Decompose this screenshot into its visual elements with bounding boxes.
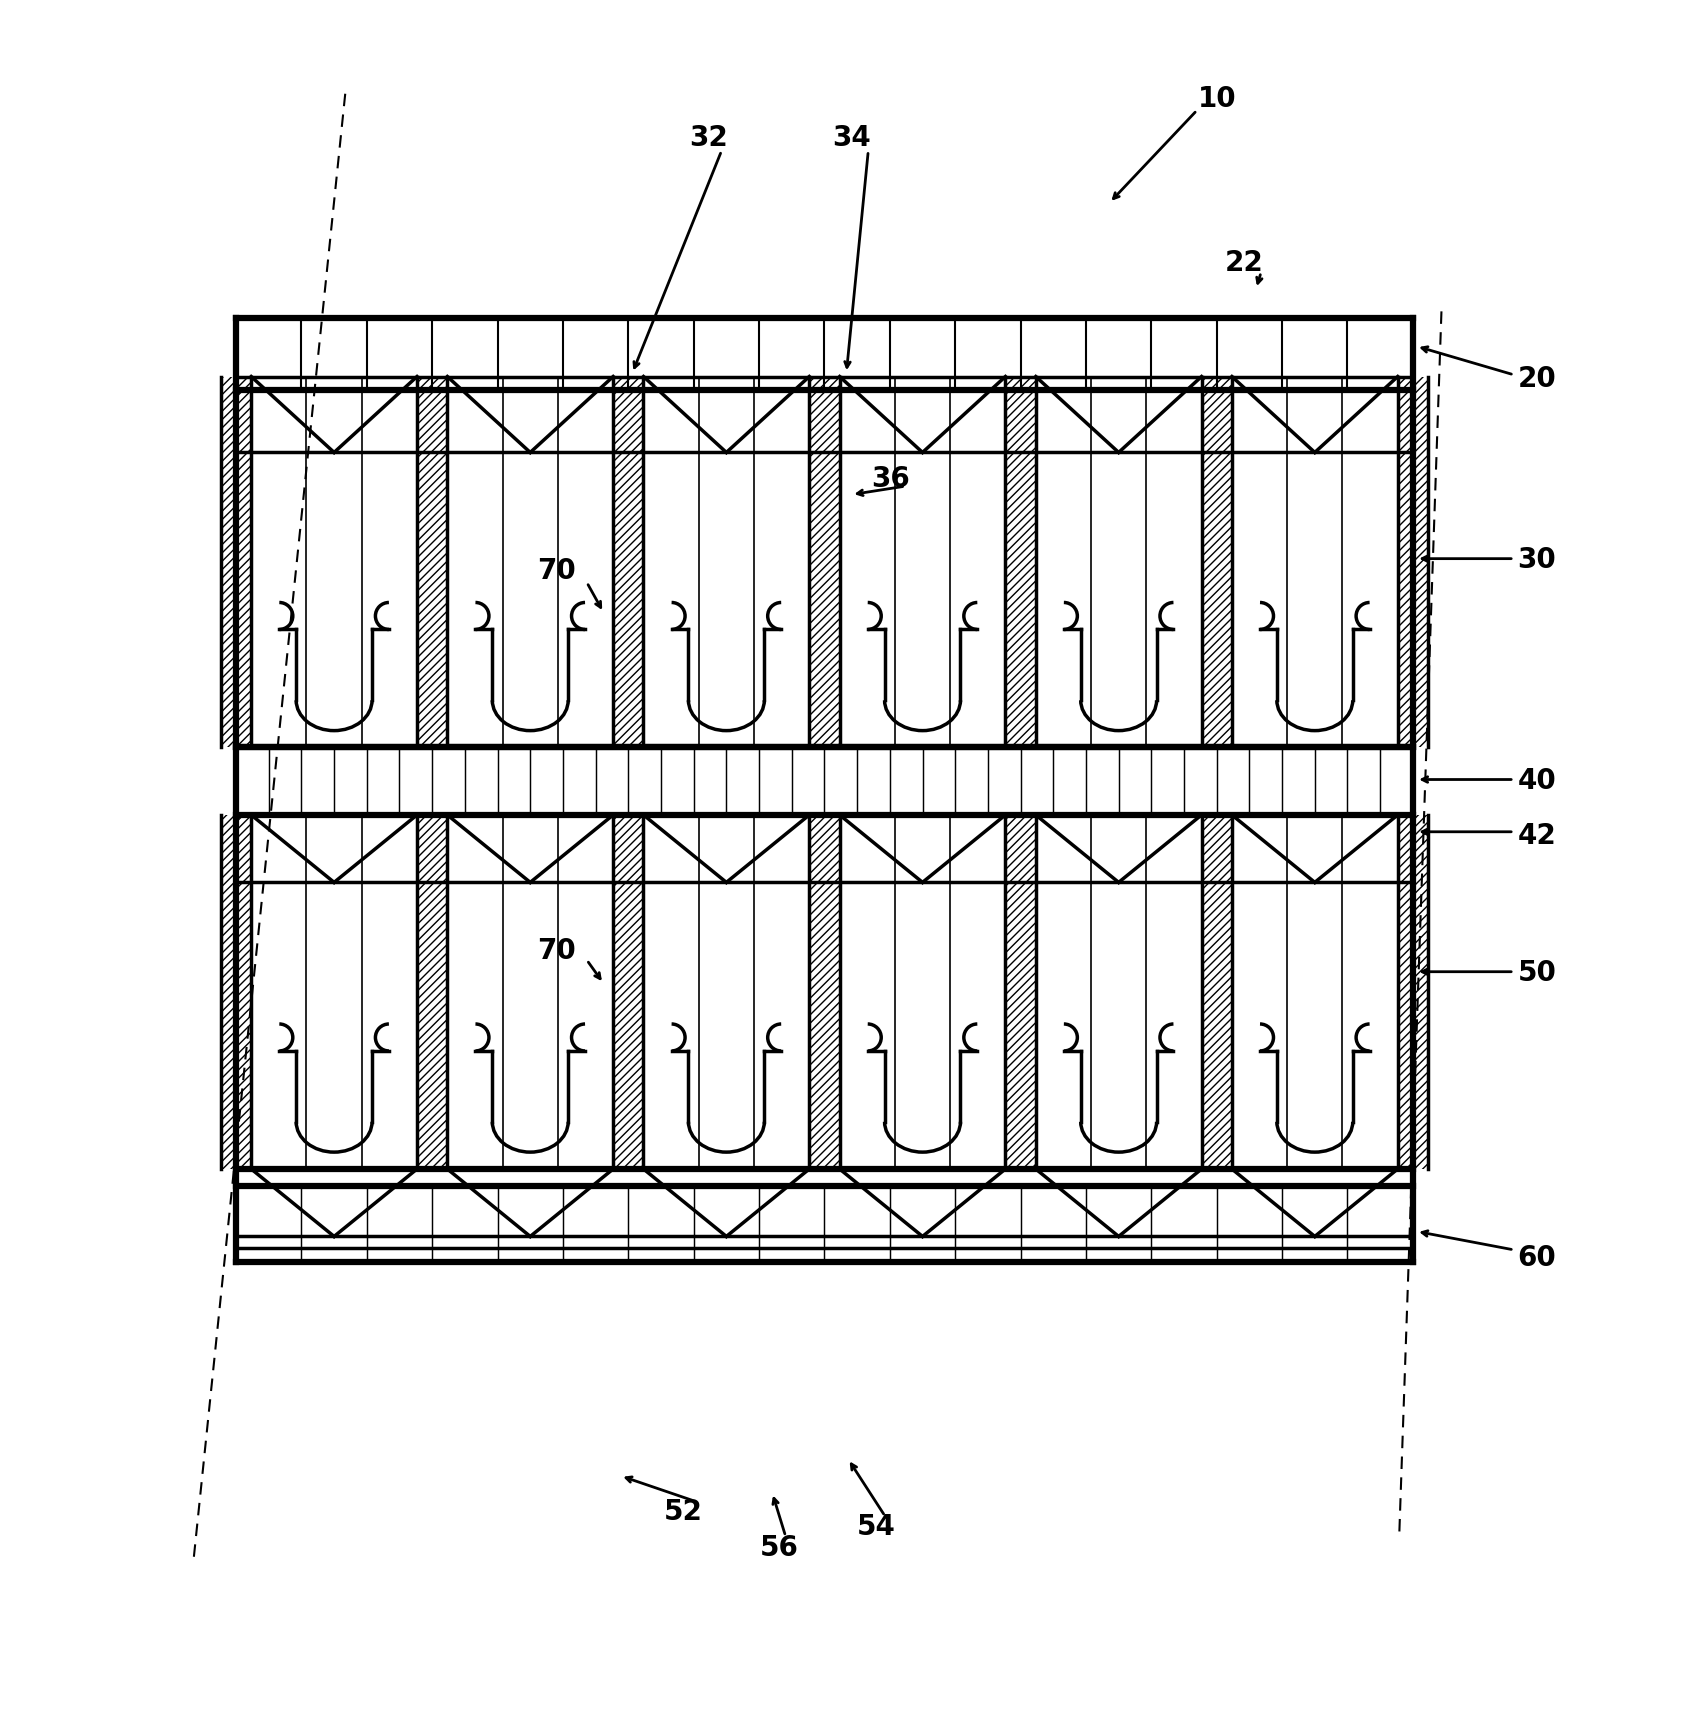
- Bar: [809, 816, 840, 1169]
- Bar: [1202, 816, 1232, 1169]
- Bar: [1005, 816, 1035, 1169]
- Text: 50: 50: [1517, 958, 1556, 986]
- Text: 10: 10: [1199, 85, 1236, 113]
- Text: 30: 30: [1517, 546, 1556, 573]
- Bar: [416, 816, 447, 1169]
- Bar: [809, 816, 840, 1169]
- Text: 32: 32: [690, 125, 727, 152]
- Bar: [221, 378, 251, 748]
- Bar: [614, 378, 644, 748]
- Bar: [1005, 816, 1035, 1169]
- Text: 40: 40: [1517, 766, 1556, 793]
- Bar: [1398, 378, 1428, 748]
- Text: 22: 22: [1226, 249, 1263, 277]
- Bar: [1202, 816, 1232, 1169]
- Bar: [809, 378, 840, 748]
- Bar: [1202, 378, 1232, 748]
- Text: 56: 56: [759, 1533, 799, 1561]
- Text: 60: 60: [1517, 1244, 1556, 1271]
- Bar: [1398, 378, 1428, 748]
- Bar: [614, 816, 644, 1169]
- Text: 52: 52: [663, 1498, 703, 1526]
- Text: 34: 34: [833, 125, 870, 152]
- Bar: [416, 816, 447, 1169]
- Bar: [1202, 378, 1232, 748]
- Bar: [614, 816, 644, 1169]
- Bar: [1398, 816, 1428, 1169]
- Bar: [221, 816, 251, 1169]
- Bar: [1005, 378, 1035, 748]
- Text: 42: 42: [1517, 821, 1556, 850]
- Bar: [1398, 816, 1428, 1169]
- Bar: [416, 378, 447, 748]
- Text: 70: 70: [538, 937, 575, 965]
- Text: 20: 20: [1517, 365, 1556, 393]
- Text: 36: 36: [872, 464, 909, 492]
- Bar: [221, 816, 251, 1169]
- Bar: [614, 378, 644, 748]
- Bar: [1005, 378, 1035, 748]
- Bar: [809, 378, 840, 748]
- Text: 54: 54: [856, 1512, 897, 1540]
- Text: 70: 70: [538, 558, 575, 585]
- Bar: [416, 378, 447, 748]
- Bar: [221, 378, 251, 748]
